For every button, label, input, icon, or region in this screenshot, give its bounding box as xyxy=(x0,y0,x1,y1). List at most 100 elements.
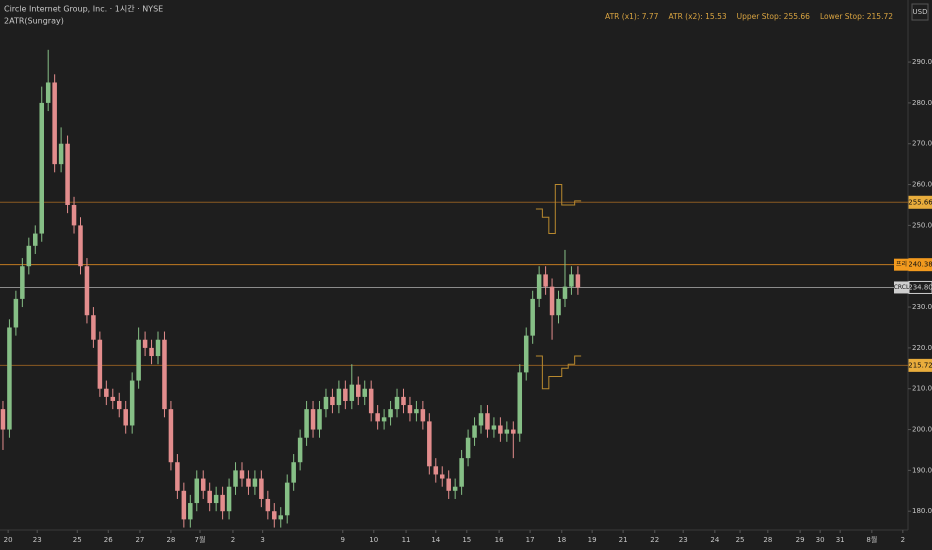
candle-body xyxy=(323,396,329,410)
candle-body xyxy=(129,380,135,426)
x-tick-label: 7월 xyxy=(195,535,206,544)
x-tick-label: 19 xyxy=(588,536,597,544)
candle-body xyxy=(414,409,419,414)
candle-body xyxy=(420,409,426,422)
candle-body xyxy=(155,339,161,357)
candle-body xyxy=(381,417,387,422)
y-tick-label: 210.00 xyxy=(912,385,932,393)
x-tick-label: 9 xyxy=(341,536,345,544)
candle-body xyxy=(504,429,510,434)
candle-body xyxy=(478,413,484,426)
candle-body xyxy=(362,388,367,397)
candle-body xyxy=(45,82,51,103)
price-tag xyxy=(908,195,932,209)
candle-body xyxy=(39,102,44,234)
candle-body xyxy=(278,515,284,520)
y-tick-label: 260.00 xyxy=(912,181,932,189)
candle-body xyxy=(439,474,445,479)
candle-body xyxy=(239,470,245,479)
candle-body xyxy=(394,396,400,410)
candle-body xyxy=(265,498,271,512)
candle-body xyxy=(543,274,548,287)
x-tick-label: 24 xyxy=(710,536,719,544)
candle-body xyxy=(343,388,348,401)
candle-body xyxy=(530,298,535,336)
candle-body xyxy=(207,490,212,504)
x-tick-label: 21 xyxy=(619,536,628,544)
y-tick-label: 200.00 xyxy=(912,426,932,434)
candle-body xyxy=(65,143,70,205)
chart-title: Circle Internet Group, Inc. · 1시간 · NYSE xyxy=(4,4,163,14)
candle-body xyxy=(259,478,264,499)
candle-body xyxy=(304,409,309,438)
candle-body xyxy=(110,396,116,401)
indicator-value: ATR (x2): 15.53 xyxy=(668,12,726,21)
candle-body xyxy=(7,327,12,430)
candle-body xyxy=(84,266,90,316)
candle-body xyxy=(284,482,290,516)
candle-body xyxy=(427,421,432,467)
atr-stop-line xyxy=(535,355,582,390)
price-tag-name-box xyxy=(894,281,909,294)
currency-box xyxy=(911,3,929,21)
candle-body xyxy=(20,266,25,299)
indicator-name: 2ATR(Sungray) xyxy=(4,17,64,26)
x-tick-label: 26 xyxy=(104,536,113,544)
candle-body xyxy=(116,400,122,410)
candle-body xyxy=(52,82,57,165)
candle-body xyxy=(330,396,335,406)
x-tick-label: 15 xyxy=(462,536,471,544)
candle-body xyxy=(149,347,154,357)
candle-body xyxy=(446,478,451,491)
candle-body xyxy=(181,490,187,520)
x-tick-label: 3 xyxy=(260,536,264,544)
candle-body xyxy=(452,486,458,491)
candle-body xyxy=(336,388,342,406)
candle-body xyxy=(200,478,206,491)
candle-body xyxy=(472,425,477,438)
x-tick-label: 23 xyxy=(33,536,42,544)
candle-body xyxy=(233,470,238,487)
candle-body xyxy=(511,429,516,434)
candle-body xyxy=(91,315,96,340)
candle-body xyxy=(375,413,380,422)
candle-body xyxy=(0,409,6,430)
y-tick-label: 280.00 xyxy=(912,99,932,107)
candle-body xyxy=(349,384,355,401)
x-tick-label: 22 xyxy=(650,536,659,544)
candle-body xyxy=(433,466,439,475)
x-tick-label: 2 xyxy=(231,536,235,544)
price-tag-name: CRCL xyxy=(894,284,910,291)
candle-body xyxy=(491,425,497,430)
candle-body xyxy=(536,274,542,299)
x-tick-label: 28 xyxy=(763,536,772,544)
candle-body xyxy=(556,298,561,316)
candle-body xyxy=(562,286,568,299)
price-tag-label: 255.66 xyxy=(908,198,932,206)
y-tick-label: 290.00 xyxy=(912,58,932,66)
candle-body xyxy=(498,425,503,434)
x-tick-label: 17 xyxy=(526,536,535,544)
candle-body xyxy=(226,486,232,512)
candle-body xyxy=(123,409,128,426)
y-tick-label: 270.00 xyxy=(912,140,932,148)
x-tick-label: 2 xyxy=(901,536,905,544)
candle-body xyxy=(13,298,19,328)
price-tag xyxy=(908,358,932,372)
x-tick-label: 14 xyxy=(431,536,440,544)
indicator-value: Lower Stop: 215.72 xyxy=(820,12,893,21)
price-tag-name: 프리 xyxy=(896,260,907,268)
candle-body xyxy=(517,372,523,434)
atr-stop-line xyxy=(535,184,582,235)
candle-body xyxy=(523,335,529,373)
price-tag-label: 215.72 xyxy=(908,361,932,369)
x-tick-label: 31 xyxy=(836,536,845,544)
candle-body xyxy=(310,409,316,430)
candle-body xyxy=(104,388,109,397)
candle-body xyxy=(136,339,141,381)
candle-body xyxy=(58,143,64,165)
y-tick-label: 220.00 xyxy=(912,344,932,352)
